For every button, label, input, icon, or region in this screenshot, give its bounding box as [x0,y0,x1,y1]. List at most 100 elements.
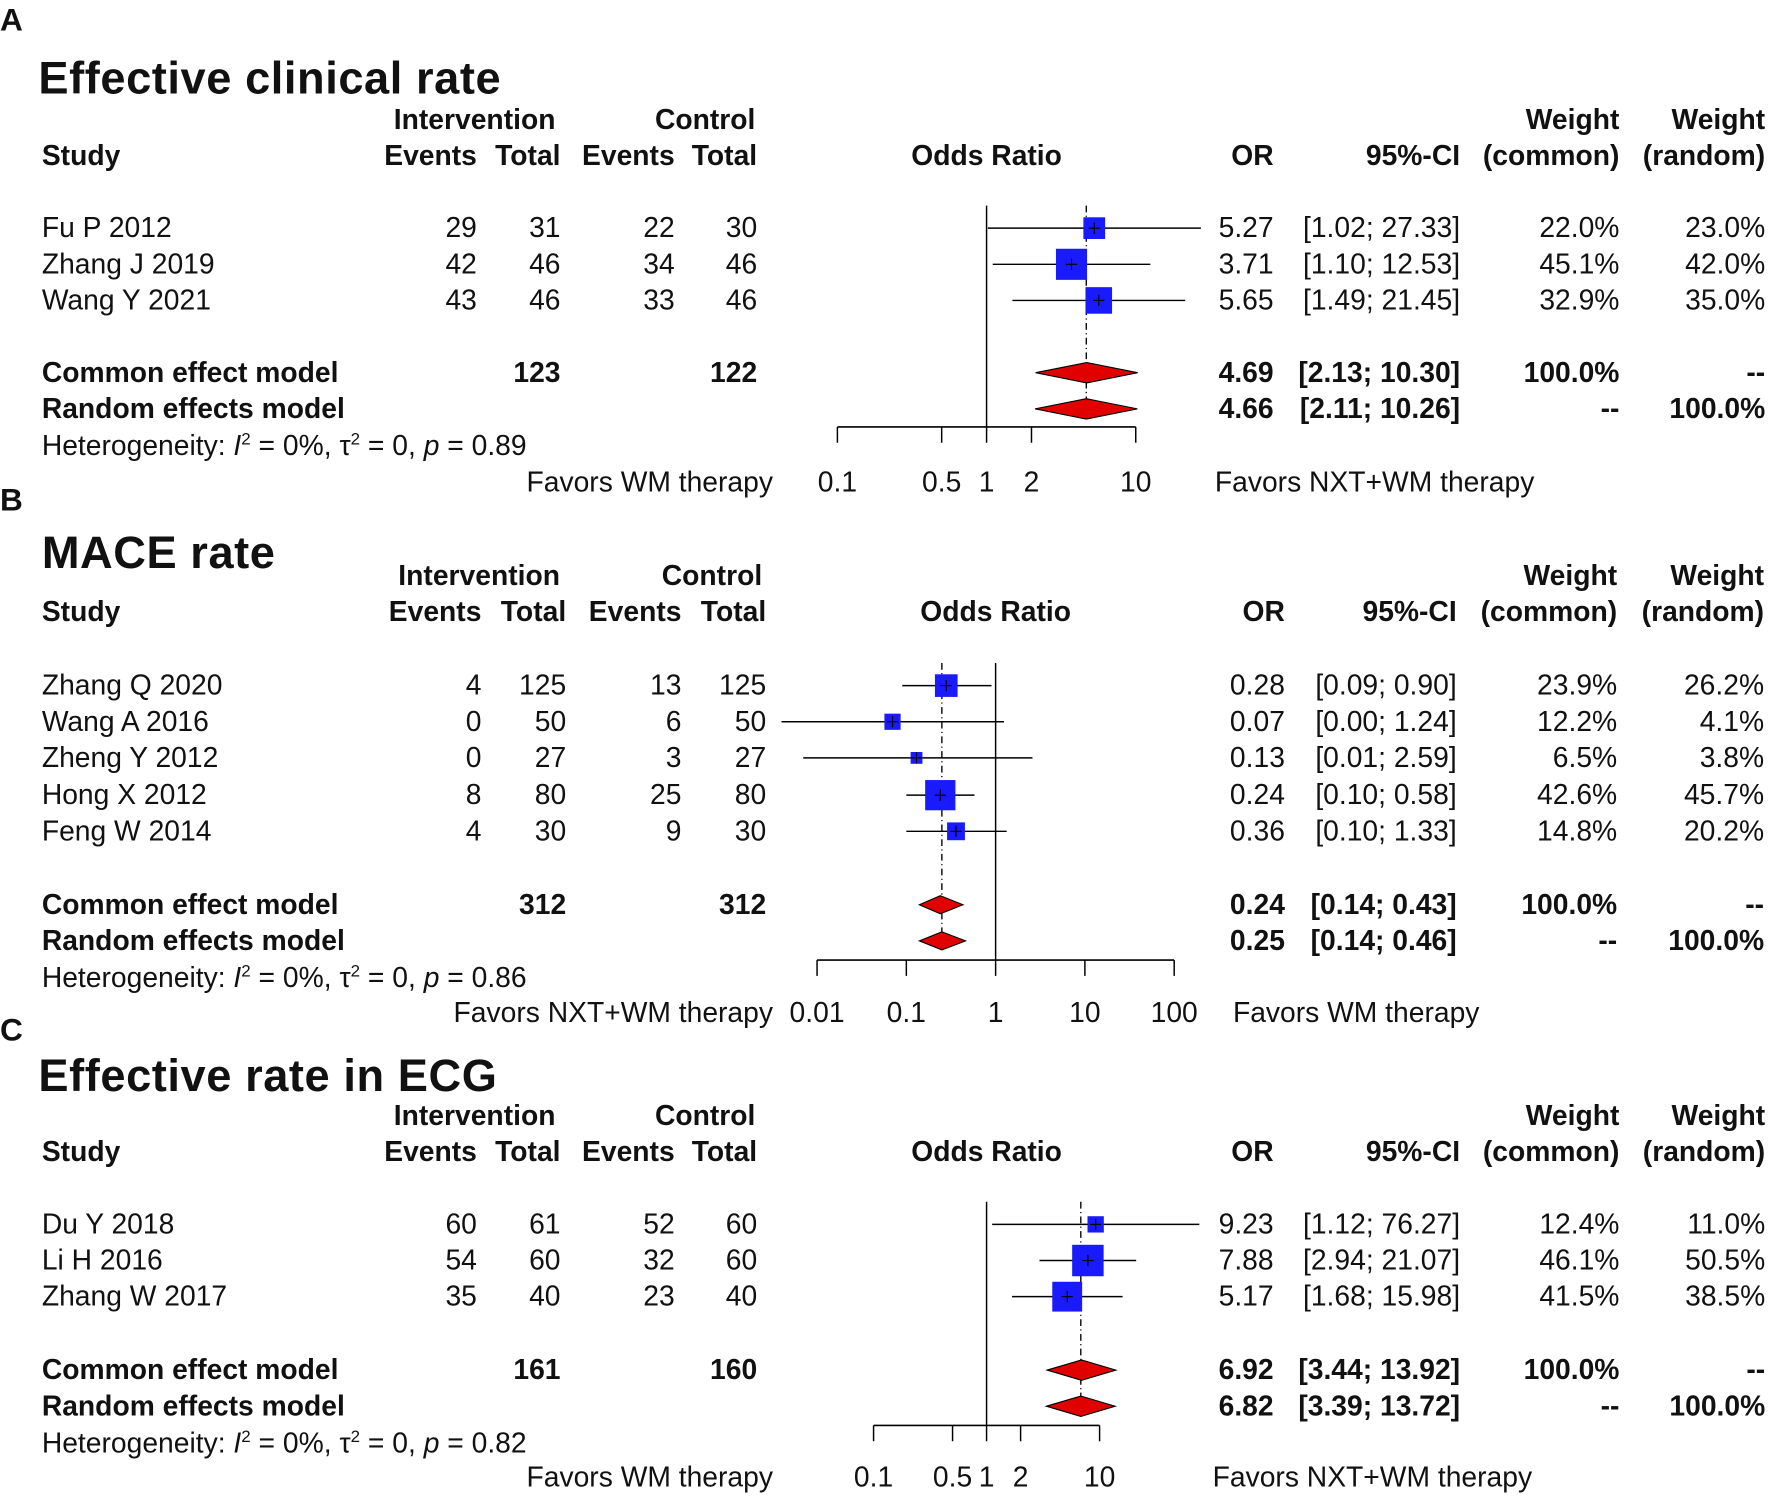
intervention-events: 60 [445,1208,477,1241]
study-name: Wang Y 2021 [41,284,211,317]
header-odds-ratio: Odds Ratio [911,1136,1062,1168]
favors-right-label: Favors NXT+WM therapy [1212,1461,1533,1494]
study-name: Hong X 2012 [41,779,207,811]
study-name: Zhang W 2017 [41,1280,228,1313]
x-tick-label: 1 [978,466,995,499]
common-confidence-interval: [0.14; 0.43] [1310,888,1457,921]
weight-common: 22.0% [1539,212,1620,244]
common-diamond [1045,1359,1118,1381]
header-weight-random: Weight [1671,103,1766,136]
i-squared-value: 0% [282,430,324,462]
odds-ratio-value: 5.17 [1218,1280,1274,1313]
header-or: OR [1242,596,1285,629]
header-intervention: Intervention [393,103,556,136]
tau-squared-value: 0 [392,430,408,462]
weight-random: 42.0% [1685,248,1766,281]
common-weight-random: -- [1745,888,1765,921]
header-events: Events [582,140,675,172]
common-weight-common: 100.0% [1521,888,1618,921]
header-weight-random: Weight [1670,560,1765,592]
header-weight-common: Weight [1525,103,1620,136]
intervention-total: 61 [529,1208,561,1241]
control-events: 23 [643,1280,675,1313]
weight-random: 20.2% [1683,815,1765,848]
random-odds-ratio: 6.82 [1218,1390,1274,1423]
panel-title: MACE rate [41,528,276,579]
control-total: 27 [734,742,767,774]
confidence-interval: [1.49; 21.45] [1302,284,1461,317]
study-name: Du Y 2018 [41,1208,175,1241]
common-confidence-interval: [2.13; 10.30] [1298,356,1461,389]
intervention-events: 35 [445,1280,477,1313]
header-control: Control [654,1100,756,1132]
confidence-interval: [1.68; 15.98] [1302,1280,1461,1313]
random-model-label: Random effects model [41,925,345,957]
control-events: 33 [643,284,675,317]
random-weight-common: -- [1600,1390,1620,1423]
confidence-interval: [1.10; 12.53] [1302,248,1461,281]
odds-ratio-value: 9.23 [1218,1208,1274,1241]
random-diamond [1034,398,1138,420]
intervention-total-sum: 312 [519,888,567,921]
panel-label: A [0,2,23,38]
intervention-total: 60 [529,1244,561,1277]
weight-common: 12.2% [1537,705,1618,738]
heterogeneity-label: Heterogeneity: [41,962,234,994]
header-total: Total [500,596,567,629]
i-squared-value: 0% [282,1427,324,1460]
intervention-events: 54 [445,1244,477,1277]
intervention-total: 50 [534,705,567,738]
common-odds-ratio: 4.69 [1218,356,1274,389]
header-study: Study [41,596,121,629]
control-total: 50 [734,705,767,738]
odds-ratio-value: 5.27 [1218,212,1274,244]
common-model-label: Common effect model [41,356,339,389]
study-name: Li H 2016 [41,1244,163,1277]
intervention-total: 80 [534,779,567,811]
weight-common: 46.1% [1539,1244,1620,1277]
weight-common: 45.1% [1539,248,1620,281]
header-weight-random: Weight [1671,1100,1766,1132]
x-tick-label: 1 [987,997,1004,1029]
confidence-interval: [0.10; 1.33] [1315,815,1457,848]
x-tick-label: 0.5 [932,1461,973,1494]
intervention-events: 43 [445,284,477,317]
control-total-sum: 122 [710,356,758,389]
study-name: Zheng Y 2012 [41,742,219,774]
control-total: 40 [725,1280,758,1313]
header-events: Events [384,140,477,172]
header-events: Events [384,1136,477,1168]
x-tick-label: 0.1 [853,1461,894,1494]
p-value: 0.82 [471,1427,527,1460]
study-name: Wang A 2016 [41,705,209,738]
control-total: 60 [725,1244,758,1277]
odds-ratio-value: 3.71 [1218,248,1274,281]
random-confidence-interval: [2.11; 10.26] [1299,393,1461,425]
intervention-total: 31 [529,212,561,244]
random-weight-common: -- [1598,925,1618,957]
control-events: 32 [643,1244,675,1277]
odds-ratio-value: 0.13 [1229,742,1285,774]
x-tick-label: 0.1 [817,466,858,499]
random-weight-random: 100.0% [1669,393,1766,425]
control-total: 30 [725,212,758,244]
weight-random: 26.2% [1683,669,1765,702]
header-total: Total [691,1136,758,1168]
weight-common: 12.4% [1539,1208,1620,1241]
heterogeneity-label: Heterogeneity: [41,430,234,462]
odds-ratio-value: 5.65 [1218,284,1274,317]
control-total: 46 [725,248,758,281]
common-weight-common: 100.0% [1523,1354,1620,1386]
control-events: 22 [643,212,675,244]
header-weight-common: (common) [1482,1136,1620,1168]
x-tick-label: 2 [1012,1461,1029,1494]
intervention-total: 46 [529,248,561,281]
control-total: 80 [734,779,767,811]
header-weight-random: (random) [1641,596,1765,629]
weight-common: 32.9% [1539,284,1620,317]
header-intervention: Intervention [398,560,560,592]
random-weight-random: 100.0% [1668,925,1765,957]
common-weight-random: -- [1746,1354,1766,1386]
header-weight-common: (common) [1480,596,1618,629]
